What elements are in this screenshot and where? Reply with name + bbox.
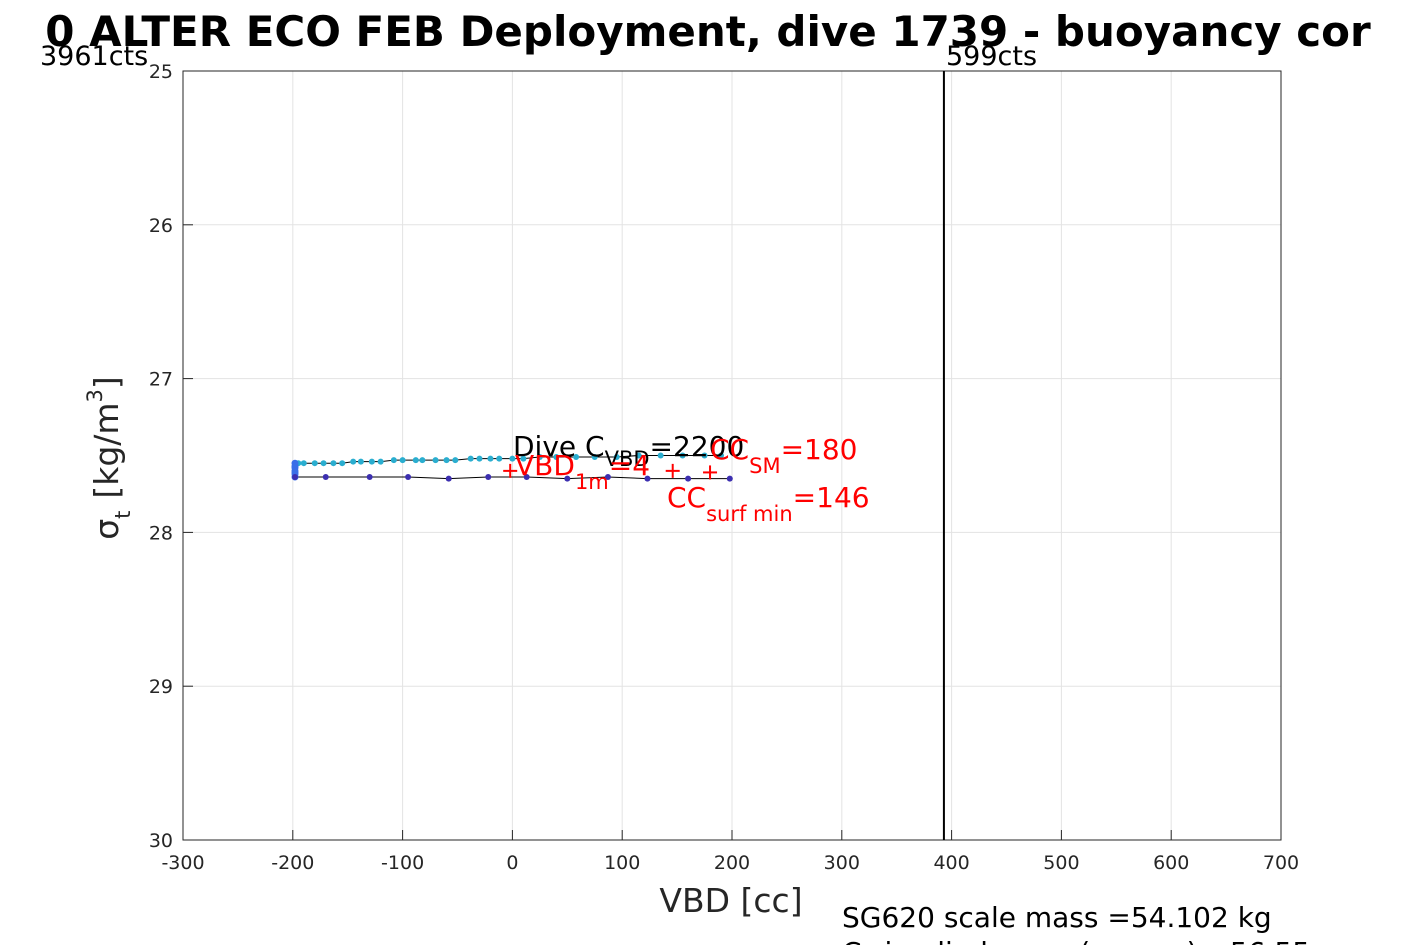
- downcast-point: [291, 474, 298, 481]
- upcast-point: [553, 454, 560, 461]
- downcast-point: [405, 474, 412, 481]
- y-tick-label: 29: [149, 676, 173, 698]
- upcast-point: [635, 452, 642, 459]
- y-label-sigma: σ: [87, 519, 126, 540]
- x-tick-label: 700: [1263, 852, 1299, 874]
- upcast-point: [300, 460, 307, 467]
- upcast-point: [487, 455, 494, 462]
- y-tick-label: 30: [149, 830, 173, 852]
- upcast-point: [718, 452, 725, 459]
- x-tick-label: 400: [933, 852, 969, 874]
- cc-surf-min-annotation: CCsurf min=146: [667, 481, 870, 526]
- downcast-point: [322, 474, 329, 481]
- data-series: [291, 452, 733, 482]
- y-label-close: ]: [87, 376, 126, 389]
- downcast-point: [685, 475, 692, 482]
- upcast-point: [591, 454, 598, 461]
- vbd-max-cts-label: 599cts: [946, 41, 1037, 72]
- y-axis-ticks: 25 26 27 28 29 30: [149, 61, 193, 852]
- upcast-point: [339, 460, 346, 467]
- vbd-min-cts-label: 3961cts: [40, 41, 148, 72]
- upcast-point: [613, 454, 620, 461]
- footer-scale-mass: SG620 scale mass =54.102 kg: [842, 901, 1272, 934]
- y-tick-label: 26: [149, 215, 173, 237]
- downcast-point: [366, 474, 373, 481]
- dive-c-vbd-annotation: Dive CVBD=2200: [513, 430, 744, 471]
- x-axis-ticks: -300 -200 -100 0 100 200 300 400 500 600 700: [161, 830, 1299, 874]
- x-tick-label: 600: [1153, 852, 1189, 874]
- footer-implied-mass: C_ implied mass (approx) =56.55: [842, 936, 1310, 945]
- upcast-point: [536, 454, 543, 461]
- cc-sm-annotation: CCSM=180: [710, 433, 857, 478]
- upcast-point: [377, 458, 384, 465]
- upcast-point: [496, 455, 503, 462]
- x-tick-label: 300: [824, 852, 860, 874]
- upcast-point: [432, 457, 439, 464]
- downcast-point: [604, 474, 611, 481]
- x-tick-label: 200: [714, 852, 750, 874]
- upcast-point: [657, 452, 664, 459]
- upcast-point: [390, 457, 397, 464]
- downcast-point: [726, 475, 733, 482]
- upcast-point: [311, 460, 318, 467]
- x-tick-label: -200: [271, 852, 314, 874]
- upcast-point: [476, 455, 483, 462]
- upcast-point: [330, 460, 337, 467]
- downcast-point: [485, 474, 492, 481]
- x-tick-label: -100: [381, 852, 424, 874]
- upcast-point: [357, 458, 364, 465]
- y-tick-label: 27: [149, 369, 173, 391]
- x-tick-label: -300: [161, 852, 204, 874]
- upcast-point: [412, 457, 419, 464]
- downcast-line: [294, 476, 730, 480]
- vbd-1m-annotation: VBD1m=4: [515, 449, 650, 494]
- upcast-point: [573, 454, 580, 461]
- y-label-sup: 3: [83, 389, 107, 402]
- upcast-point: [399, 457, 406, 464]
- downcast-point: [523, 474, 530, 481]
- upcast-point: [520, 455, 527, 462]
- upcast-point: [320, 460, 327, 467]
- downcast-point: [564, 475, 571, 482]
- downcast-point: [644, 475, 651, 482]
- upcast-point: [368, 458, 375, 465]
- y-tick-label: 25: [149, 61, 173, 83]
- downcast-point: [445, 475, 452, 482]
- x-tick-label: 500: [1043, 852, 1079, 874]
- annotation-markers: [503, 463, 718, 480]
- y-tick-label: 28: [149, 522, 173, 544]
- upcast-point: [350, 458, 357, 465]
- upcast-point: [467, 455, 474, 462]
- upcast-point: [679, 452, 686, 459]
- y-label-sub: t: [111, 511, 135, 519]
- upcast-point: [701, 452, 708, 459]
- x-axis-label: VBD [cc]: [659, 881, 802, 920]
- upcast-point: [509, 455, 516, 462]
- y-axis-label: σt [kg/m3]: [83, 376, 135, 540]
- x-tick-label: 0: [506, 852, 518, 874]
- y-label-unit: [kg/m: [87, 402, 126, 498]
- upcast-point: [443, 457, 450, 464]
- upcast-point: [419, 457, 426, 464]
- chart-title: 0 ALTER ECO FEB Deployment, dive 1739 - …: [45, 7, 1371, 56]
- x-tick-label: 100: [604, 852, 640, 874]
- upcast-point: [452, 457, 459, 464]
